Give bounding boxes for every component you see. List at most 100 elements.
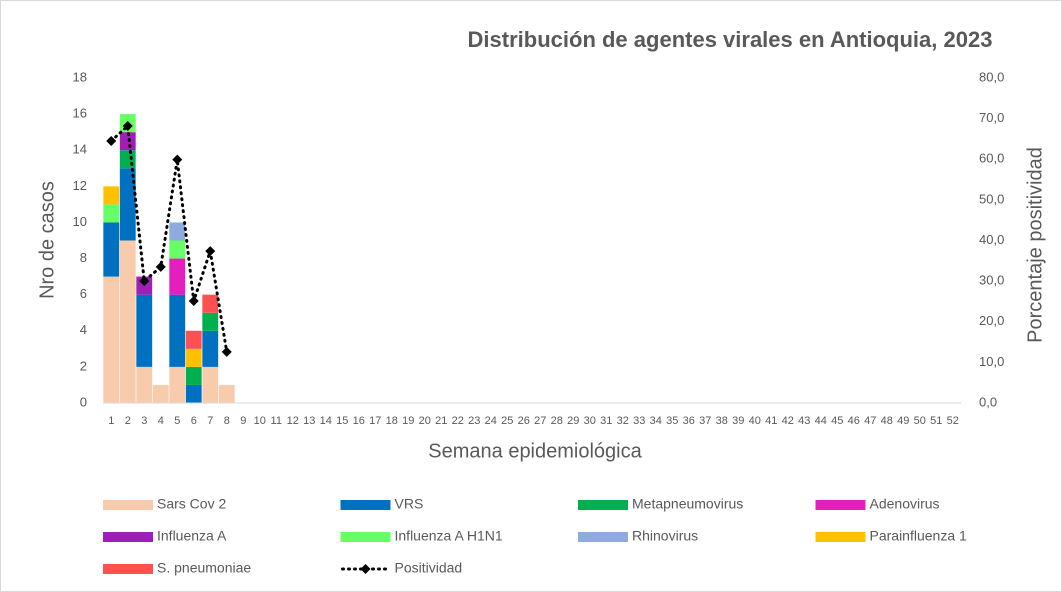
x-tick-label: 14 (320, 415, 332, 427)
x-tick-label: 26 (518, 415, 530, 427)
legend-swatch (578, 532, 628, 542)
y2-tick-label: 40,0 (979, 232, 1004, 247)
x-tick-label: 25 (501, 415, 513, 427)
chart-title: Distribución de agentes virales en Antio… (468, 27, 993, 52)
y2-axis-label: Porcentaje positividad (1024, 147, 1046, 343)
legend-swatch (815, 500, 866, 510)
x-tick-label: 39 (732, 415, 744, 427)
x-tick-label: 6 (191, 415, 197, 427)
bar-segment (202, 294, 219, 313)
x-tick-label: 49 (897, 415, 909, 427)
x-tick-label: 18 (386, 415, 398, 427)
legend-swatch-marker (360, 564, 371, 574)
bar-segment (202, 366, 219, 403)
legend-swatch (103, 564, 153, 574)
x-tick-label: 24 (485, 415, 497, 427)
legend-label: Influenza A (157, 528, 227, 544)
y-tick-label: 4 (80, 322, 87, 337)
bar-segment (103, 222, 120, 277)
legend-label: Influenza A H1N1 (395, 528, 503, 544)
legend-label: Positividad (395, 560, 463, 576)
bar-segment (119, 240, 136, 403)
x-tick-label: 12 (287, 415, 299, 427)
x-tick-label: 2 (125, 415, 131, 427)
x-tick-label: 19 (402, 415, 414, 427)
y-tick-label: 14 (73, 142, 87, 157)
bar-segment (185, 384, 202, 403)
x-tick-label: 51 (930, 415, 942, 427)
x-tick-label: 22 (452, 415, 464, 427)
x-tick-label: 48 (881, 415, 893, 427)
legend-swatch (578, 500, 628, 510)
bar-segment (169, 366, 186, 403)
legend-label: Adenovirus (870, 496, 940, 512)
legend-swatch (815, 532, 866, 542)
bar-segment (169, 258, 186, 295)
x-tick-label: 36 (683, 415, 695, 427)
x-tick-label: 3 (141, 415, 147, 427)
line-marker (106, 135, 117, 146)
y2-tick-label: 10,0 (979, 354, 1004, 369)
bar-segment (185, 330, 202, 349)
legend-swatch (103, 500, 153, 510)
bar-segment (202, 312, 219, 331)
x-tick-label: 27 (534, 415, 546, 427)
x-tick-label: 20 (419, 415, 431, 427)
line-marker (139, 276, 150, 287)
bar-segment (119, 132, 136, 151)
x-tick-label: 43 (798, 415, 810, 427)
bar-segment (218, 384, 235, 403)
y-tick-label: 16 (73, 106, 87, 121)
line-marker (205, 246, 216, 257)
x-tick-label: 45 (831, 415, 843, 427)
legend-swatch (340, 532, 391, 542)
x-tick-label: 52 (947, 415, 959, 427)
x-tick-label: 30 (584, 415, 596, 427)
x-tick-label: 41 (765, 415, 777, 427)
x-tick-label: 31 (600, 415, 612, 427)
x-tick-label: 50 (914, 415, 926, 427)
line-marker (188, 296, 199, 307)
x-tick-label: 47 (864, 415, 876, 427)
y2-tick-label: 20,0 (979, 313, 1004, 328)
x-tick-label: 16 (353, 415, 365, 427)
x-tick-label: 7 (207, 415, 213, 427)
bar-segment (103, 276, 120, 403)
y-axis-label: Nro de casos (36, 181, 58, 299)
y-tick-label: 8 (80, 250, 87, 265)
x-tick-label: 40 (749, 415, 761, 427)
y-tick-label: 2 (80, 358, 87, 373)
x-tick-label: 21 (435, 415, 447, 427)
y-tick-label: 10 (73, 214, 87, 229)
x-tick-label: 15 (336, 415, 348, 427)
x-tick-label: 11 (271, 415, 282, 427)
bar-segment (169, 222, 186, 241)
legend-label: S. pneumoniae (157, 560, 251, 576)
y-tick-label: 18 (73, 69, 87, 84)
legend-label: Rhinovirus (632, 528, 698, 544)
legend-label: Metapneumovirus (632, 496, 743, 512)
y2-tick-label: 60,0 (979, 151, 1004, 166)
bar-segment (103, 186, 120, 205)
x-tick-label: 44 (815, 415, 827, 427)
y-tick-label: 12 (73, 178, 87, 193)
bar-segment (185, 348, 202, 367)
line-marker (172, 154, 183, 165)
bar-segment (169, 240, 186, 259)
x-tick-label: 4 (158, 415, 164, 427)
legend-label: Sars Cov 2 (157, 496, 226, 512)
bar-segment (119, 168, 136, 241)
bar-segment (202, 330, 219, 367)
x-tick-label: 8 (224, 415, 230, 427)
bar-segment (136, 366, 153, 403)
x-tick-label: 37 (699, 415, 711, 427)
x-tick-label: 35 (666, 415, 678, 427)
bar-segment (185, 366, 202, 385)
x-tick-label: 10 (254, 415, 266, 427)
y2-tick-label: 0,0 (979, 394, 997, 409)
x-axis-label: Semana epidemiológica (428, 440, 642, 462)
x-tick-label: 34 (650, 415, 662, 427)
bar-segment (169, 294, 186, 367)
